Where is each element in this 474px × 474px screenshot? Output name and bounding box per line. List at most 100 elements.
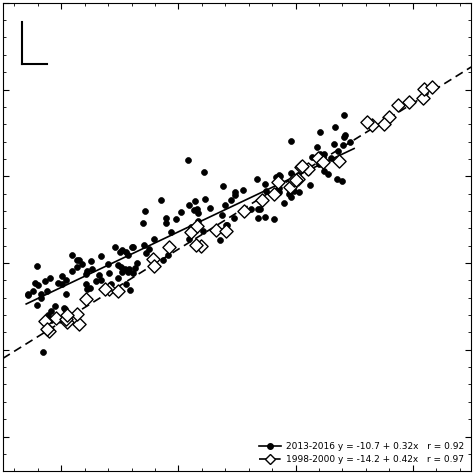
Point bbox=[291, 176, 298, 183]
Point bbox=[140, 241, 147, 248]
Point bbox=[75, 320, 83, 328]
Point bbox=[150, 235, 157, 243]
Point bbox=[83, 267, 91, 275]
Point bbox=[193, 206, 201, 213]
Point bbox=[48, 316, 55, 324]
Point bbox=[145, 245, 153, 253]
Point bbox=[295, 188, 303, 196]
Point bbox=[60, 304, 68, 311]
Point bbox=[192, 242, 200, 249]
Point bbox=[194, 218, 202, 225]
Point bbox=[193, 222, 201, 230]
Point bbox=[394, 101, 401, 109]
Point bbox=[187, 223, 195, 231]
Point bbox=[73, 256, 81, 264]
Point bbox=[83, 286, 91, 293]
Point bbox=[82, 281, 90, 288]
Point bbox=[231, 191, 239, 199]
Point bbox=[287, 193, 295, 201]
Point bbox=[258, 196, 265, 204]
Point bbox=[64, 311, 71, 319]
Point bbox=[189, 225, 197, 233]
Point bbox=[201, 195, 209, 203]
Point bbox=[219, 182, 227, 190]
Point bbox=[46, 274, 54, 282]
Point bbox=[191, 198, 199, 205]
Point bbox=[185, 201, 193, 209]
Point bbox=[338, 177, 346, 184]
Point bbox=[304, 165, 312, 173]
Point bbox=[254, 205, 262, 212]
Point bbox=[222, 227, 229, 234]
Point bbox=[280, 200, 287, 207]
Point bbox=[290, 175, 297, 182]
Point bbox=[287, 183, 294, 191]
Point bbox=[298, 162, 305, 170]
Point bbox=[150, 263, 157, 270]
Point bbox=[122, 248, 130, 256]
Point bbox=[275, 188, 283, 196]
Point bbox=[294, 175, 302, 182]
Point bbox=[29, 287, 37, 294]
Point bbox=[230, 214, 237, 222]
Point bbox=[150, 255, 157, 263]
Point bbox=[336, 158, 343, 165]
Point bbox=[256, 206, 264, 213]
Point bbox=[121, 266, 128, 273]
Point bbox=[47, 307, 55, 315]
Point bbox=[330, 140, 338, 147]
Point bbox=[420, 85, 428, 93]
Point bbox=[286, 188, 293, 195]
Point bbox=[194, 209, 201, 217]
Point bbox=[188, 228, 195, 236]
Point bbox=[62, 290, 69, 297]
Point bbox=[346, 138, 354, 146]
Point bbox=[222, 201, 229, 209]
Point bbox=[159, 256, 167, 264]
Point bbox=[33, 301, 40, 309]
Point bbox=[63, 315, 70, 323]
Point bbox=[131, 264, 138, 272]
Point bbox=[163, 219, 170, 227]
Point bbox=[368, 122, 375, 129]
Point bbox=[34, 263, 41, 270]
Point bbox=[212, 227, 219, 234]
Point bbox=[35, 281, 42, 289]
Point bbox=[272, 173, 280, 181]
Point bbox=[122, 280, 130, 287]
Point bbox=[201, 169, 208, 176]
Legend: 2013-2016 y = -10.7 + 0.32x   r = 0.92, 1998-2000 y = -14.2 + 0.42x   r = 0.97: 2013-2016 y = -10.7 + 0.32x r = 0.92, 19… bbox=[256, 440, 467, 467]
Point bbox=[292, 176, 300, 184]
Point bbox=[319, 158, 327, 165]
Point bbox=[43, 288, 51, 295]
Point bbox=[73, 310, 81, 318]
Point bbox=[44, 326, 51, 333]
Point bbox=[167, 228, 174, 235]
Point bbox=[82, 296, 90, 303]
Point bbox=[313, 144, 321, 151]
Point bbox=[325, 170, 332, 178]
Point bbox=[405, 98, 413, 105]
Point bbox=[275, 172, 283, 179]
Point bbox=[327, 155, 335, 162]
Point bbox=[105, 285, 113, 293]
Point bbox=[125, 269, 132, 276]
Point bbox=[92, 277, 100, 284]
Point bbox=[320, 151, 328, 158]
Point bbox=[308, 153, 316, 161]
Point bbox=[82, 270, 90, 278]
Point bbox=[104, 260, 112, 268]
Point bbox=[277, 173, 284, 180]
Point bbox=[207, 204, 214, 211]
Point bbox=[55, 279, 62, 287]
Point bbox=[314, 154, 322, 161]
Point bbox=[270, 215, 278, 223]
Point bbox=[219, 211, 226, 219]
Point bbox=[177, 209, 185, 216]
Point bbox=[118, 264, 125, 271]
Point bbox=[143, 249, 150, 256]
Point bbox=[253, 175, 261, 182]
Point bbox=[306, 182, 314, 189]
Point bbox=[165, 243, 173, 251]
Point bbox=[316, 150, 324, 157]
